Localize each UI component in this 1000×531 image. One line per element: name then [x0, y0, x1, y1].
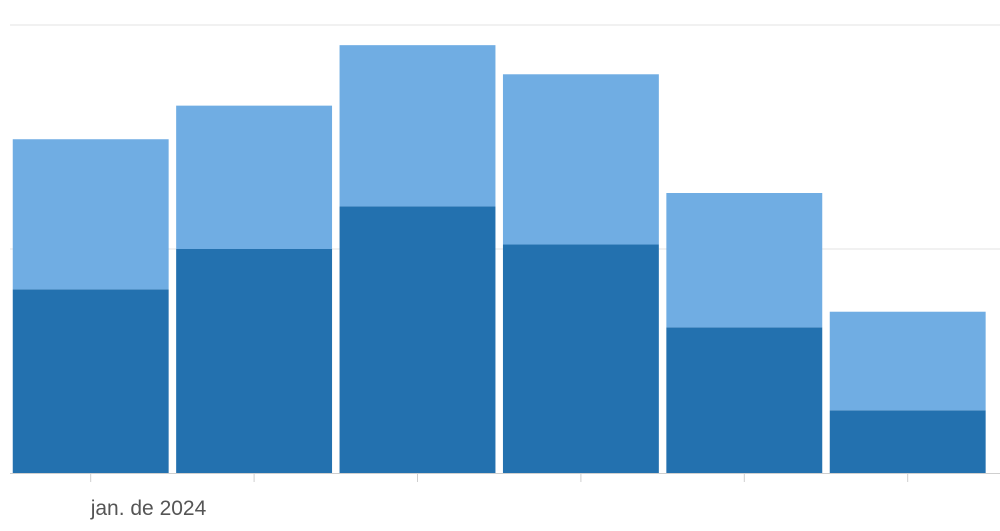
x-tick-label-0: jan. de 2024	[90, 497, 207, 520]
bar-series-1-cat-4	[666, 193, 823, 328]
bar-series-1-cat-1	[176, 105, 333, 249]
bar-series-0-cat-2	[339, 206, 496, 473]
bars	[12, 45, 986, 473]
bar-series-0-cat-1	[176, 249, 333, 473]
bar-series-1-cat-2	[339, 45, 496, 207]
bar-series-1-cat-5	[829, 311, 986, 411]
bar-series-0-cat-4	[666, 327, 823, 473]
bar-series-0-cat-3	[502, 244, 659, 473]
x-axis: jan. de 2024	[10, 473, 1000, 520]
bar-series-1-cat-3	[502, 74, 659, 245]
bar-series-0-cat-5	[829, 410, 986, 473]
bar-series-1-cat-0	[12, 139, 169, 290]
bar-series-0-cat-0	[12, 289, 169, 473]
